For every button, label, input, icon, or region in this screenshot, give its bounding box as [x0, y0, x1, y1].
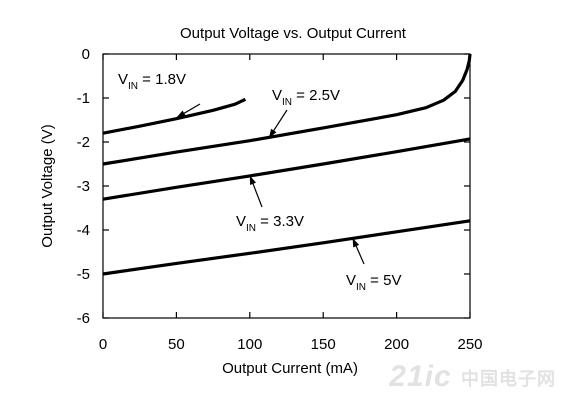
y-axis-title: Output Voltage (V) — [39, 124, 56, 247]
series-arrow-head-1 — [176, 110, 186, 118]
series-label-3: VIN = 3.3V — [236, 213, 304, 234]
series-line-1 — [102, 97, 247, 135]
series-label-arrows — [176, 103, 365, 265]
watermark-logo: 21ic 中国电子网 — [389, 360, 556, 394]
watermark-text: 21ic — [389, 360, 452, 393]
x-tick-label: 100 — [237, 336, 262, 353]
series-label-1: VIN = 1.8V — [118, 71, 186, 92]
series-label-sub: IN — [356, 282, 366, 293]
series-label-sub: IN — [246, 223, 256, 234]
chart-title: Output Voltage vs. Output Current — [180, 25, 407, 42]
y-tick-label: -2 — [77, 134, 90, 151]
series-label-rest: = 5V — [366, 272, 401, 289]
series-label-rest: = 2.5V — [292, 87, 340, 104]
y-tick-labels: 0 -1 -2 -3 -4 -5 -6 — [77, 46, 90, 327]
series-arrow-head-2 — [268, 128, 277, 139]
y-tick-label: -3 — [77, 178, 90, 195]
x-tick-label: 50 — [168, 336, 185, 353]
axis-ticks — [102, 53, 471, 319]
series-label-sub: IN — [282, 97, 292, 108]
x-tick-label: 150 — [311, 336, 336, 353]
y-tick-label: -6 — [77, 310, 90, 327]
series-label-main: V — [236, 213, 246, 230]
series-label-4: VIN = 5V — [346, 272, 401, 293]
y-tick-label: -5 — [77, 266, 90, 283]
x-tick-labels: 0 50 100 150 200 250 — [99, 336, 483, 353]
y-tick-label: 0 — [82, 46, 90, 63]
series-lines — [102, 53, 472, 276]
series-label-main: V — [118, 71, 128, 88]
plot-frame — [102, 53, 471, 319]
series-line-2 — [102, 53, 472, 166]
series-label-main: V — [272, 87, 282, 104]
series-line-4 — [102, 219, 471, 276]
series-line-3 — [102, 137, 471, 201]
series-label-rest: = 3.3V — [256, 213, 304, 230]
x-tick-label: 0 — [99, 336, 107, 353]
series-label-2: VIN = 2.5V — [272, 87, 340, 108]
series-arrow-head-4 — [352, 237, 360, 248]
y-tick-label: -1 — [77, 90, 90, 107]
x-tick-label: 250 — [457, 336, 482, 353]
y-tick-label: -4 — [77, 222, 90, 239]
series-label-main: V — [346, 272, 356, 289]
x-axis-title: Output Current (mA) — [222, 360, 358, 377]
series-label-sub: IN — [128, 81, 138, 92]
series-label-rest: = 1.8V — [138, 71, 186, 88]
watermark-cn-text: 中国电子网 — [461, 369, 556, 390]
series-arrow-head-3 — [249, 175, 257, 185]
x-tick-label: 200 — [384, 336, 409, 353]
